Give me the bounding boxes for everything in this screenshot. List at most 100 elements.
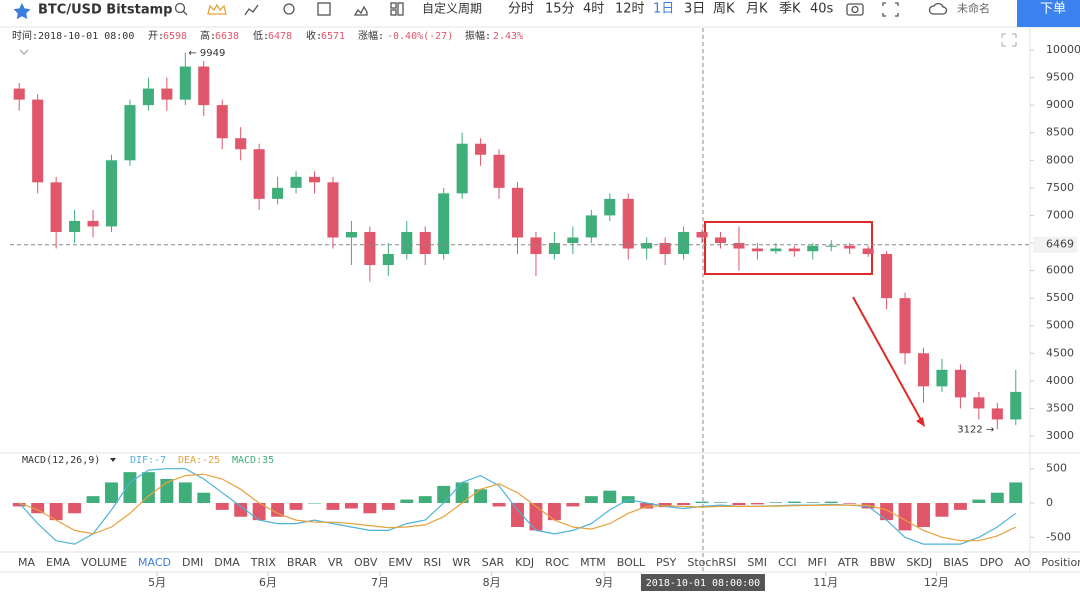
- indicator-tab[interactable]: BOLL: [617, 556, 646, 569]
- y-tick-label: 8500: [1046, 126, 1074, 139]
- period-option[interactable]: 40s: [810, 2, 834, 17]
- favorite-star[interactable]: [13, 3, 31, 20]
- candle-body: [87, 220, 99, 227]
- custom-period[interactable]: 自定义周期: [422, 1, 482, 16]
- indicator-tab[interactable]: EMA: [46, 556, 70, 569]
- indicator-icon[interactable]: [244, 4, 259, 16]
- fullscreen-icon[interactable]: [882, 2, 899, 17]
- indicator-tab[interactable]: Position: [1041, 556, 1080, 569]
- period-option[interactable]: 3日: [684, 2, 705, 17]
- indicator-tab[interactable]: VR: [328, 556, 344, 569]
- indicator-tab[interactable]: DMA: [214, 556, 240, 569]
- macd-bar: [344, 503, 358, 509]
- indicator-tab[interactable]: StochRSI: [687, 556, 736, 569]
- period-option[interactable]: 1日: [653, 2, 674, 17]
- indicator-tab[interactable]: EMV: [388, 556, 412, 569]
- candle-body: [235, 138, 247, 150]
- dropdown-icon[interactable]: [110, 458, 116, 462]
- indicator-tab[interactable]: OBV: [354, 556, 378, 569]
- settings-icon[interactable]: [283, 3, 295, 15]
- candle-body: [936, 369, 948, 387]
- macd-bar: [658, 503, 672, 508]
- candle-body: [105, 160, 118, 227]
- macd-bar: [1009, 482, 1023, 503]
- macd-bar: [86, 496, 100, 503]
- trend-arrow-head: [916, 417, 925, 427]
- period-option[interactable]: 月K: [746, 2, 768, 17]
- order-button[interactable]: [1017, 0, 1080, 27]
- expand-icon[interactable]: [1001, 33, 1017, 47]
- candle-body: [954, 369, 966, 398]
- period-option[interactable]: 周K: [713, 2, 735, 17]
- macd-bar: [547, 503, 561, 521]
- indicator-tab[interactable]: AO: [1014, 556, 1030, 569]
- indicator-tab[interactable]: DPO: [980, 556, 1004, 569]
- period-option[interactable]: 分时: [508, 2, 534, 17]
- indicator-tab[interactable]: KDJ: [515, 556, 534, 569]
- vip-icon[interactable]: [207, 3, 227, 15]
- indicator-tab[interactable]: DMI: [182, 556, 203, 569]
- info-value: 2.43%: [493, 31, 523, 42]
- legend-entry: MACD:35: [232, 455, 274, 466]
- macd-bar: [511, 503, 524, 527]
- macd-bar: [714, 502, 727, 503]
- candle-body: [327, 182, 339, 238]
- period-option[interactable]: 15分: [545, 2, 575, 17]
- indicator-tab[interactable]: ATR: [838, 556, 859, 569]
- search-icon: [182, 10, 188, 16]
- candle-body: [419, 231, 431, 255]
- candle-body: [696, 231, 708, 238]
- template-icon[interactable]: [317, 2, 331, 16]
- drawing-icon[interactable]: [353, 5, 368, 16]
- macd-bar: [640, 503, 654, 509]
- collapse-icon[interactable]: [19, 49, 29, 55]
- layout-name[interactable]: 未命名: [957, 1, 990, 15]
- info-label: 低:: [253, 29, 269, 42]
- candle-body: [641, 242, 653, 249]
- indicator-tab[interactable]: SAR: [482, 556, 505, 569]
- indicator-tab[interactable]: SKDJ: [906, 556, 932, 569]
- candle-body: [161, 88, 173, 100]
- macd-line: [18, 473, 1017, 542]
- candle-body: [567, 237, 579, 243]
- candle-body: [456, 143, 468, 194]
- macd-bar: [806, 502, 820, 503]
- indicator-tab[interactable]: ROC: [545, 556, 569, 569]
- candle-body: [622, 198, 634, 249]
- indicator-tab[interactable]: WR: [452, 556, 471, 569]
- macd-bar: [289, 503, 303, 510]
- snapshot-icon[interactable]: [846, 3, 864, 16]
- indicator-tab[interactable]: SMI: [747, 556, 767, 569]
- annotation: 3122 →: [957, 424, 994, 435]
- candle-body: [1010, 391, 1022, 420]
- indicator-tab[interactable]: PSY: [656, 556, 677, 569]
- indicator-tab[interactable]: MFI: [808, 556, 827, 569]
- indicator-tab[interactable]: RSI: [423, 556, 441, 569]
- indicator-tab[interactable]: BRAR: [287, 556, 317, 569]
- x-tick-label: 6月: [259, 576, 277, 589]
- y-tick-label: 5500: [1046, 291, 1074, 304]
- macd-bar: [105, 482, 118, 503]
- period-option[interactable]: 季K: [779, 2, 801, 17]
- indicator-tab[interactable]: TRIX: [250, 556, 277, 569]
- layout-icon[interactable]: [390, 2, 397, 9]
- indicator-tab[interactable]: MA: [18, 556, 35, 569]
- legend-entry: DEA:-25: [178, 455, 220, 466]
- layout-icon: [397, 2, 404, 16]
- period-option[interactable]: 12时: [615, 2, 645, 17]
- indicator-tab[interactable]: BIAS: [943, 556, 968, 569]
- indicator-tab[interactable]: VOLUME: [81, 556, 127, 569]
- indicator-tab[interactable]: CCI: [778, 556, 797, 569]
- symbol[interactable]: BTC/USD Bitstamp: [38, 3, 172, 18]
- candle-body: [69, 220, 81, 232]
- period-option[interactable]: 4时: [583, 2, 604, 17]
- order-button-label[interactable]: 下单: [1040, 2, 1066, 17]
- indicator-tab[interactable]: BBW: [870, 556, 896, 569]
- candle-body: [50, 182, 62, 232]
- indicator-tab[interactable]: MTM: [580, 556, 606, 569]
- cloud-icon[interactable]: [928, 2, 948, 15]
- macd-bar: [917, 503, 930, 527]
- search-icon[interactable]: [174, 2, 186, 14]
- macd-bar: [750, 503, 764, 505]
- indicator-tab[interactable]: MACD: [138, 556, 171, 569]
